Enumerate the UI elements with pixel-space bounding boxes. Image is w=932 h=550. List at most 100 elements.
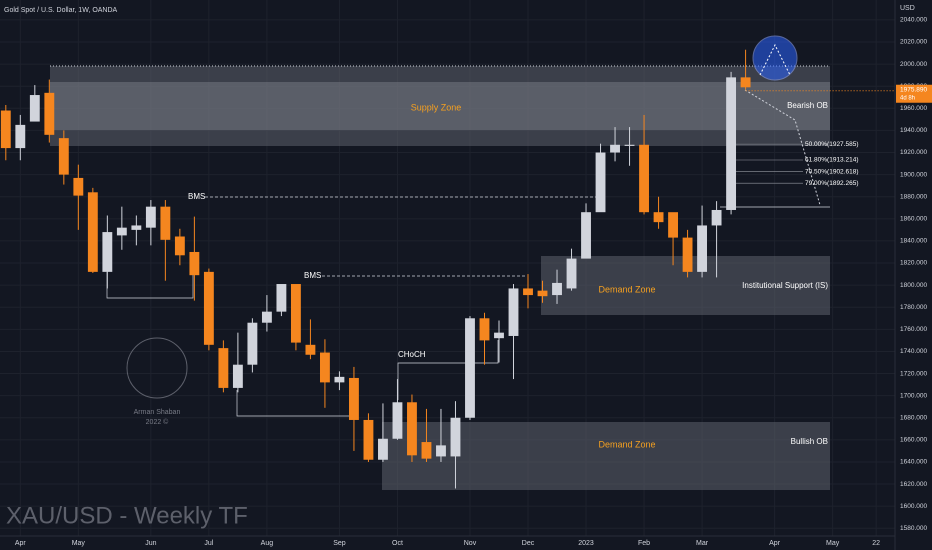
candle-body: [392, 402, 403, 439]
zone-label: Supply Zone: [411, 102, 462, 112]
candle-body: [102, 232, 113, 272]
candle-body: [29, 95, 40, 122]
y-tick-label: 1580.000: [900, 525, 927, 532]
candle-body: [0, 110, 11, 149]
y-tick-label: 1740.000: [900, 348, 927, 355]
candle-body: [726, 77, 737, 210]
candle-body: [58, 138, 69, 175]
author: Arman Shaban: [134, 409, 181, 416]
x-tick-label: Dec: [522, 540, 535, 547]
y-tick-label: 1760.000: [900, 326, 927, 333]
candle-body: [189, 251, 200, 276]
candle-body: [566, 258, 577, 289]
candle-body: [436, 445, 446, 457]
watermark: XAU/USD - Weekly TF: [6, 502, 248, 529]
target-circle: [752, 35, 798, 81]
candle-body: [740, 77, 751, 88]
y-tick-label: 1920.000: [900, 149, 927, 156]
y-tick-label: 2040.000: [900, 17, 927, 24]
candle-body: [349, 377, 359, 420]
candle-body: [421, 442, 432, 459]
y-tick-label: 1620.000: [900, 481, 927, 488]
candle-body: [319, 352, 330, 383]
y-tick-label: 1700.000: [900, 392, 927, 399]
annotation: BMS: [304, 271, 321, 280]
candle-body: [668, 212, 678, 238]
target-path: [759, 43, 791, 76]
candle-body: [537, 290, 548, 297]
y-tick-label: 1960.000: [900, 105, 927, 112]
x-tick-label: Feb: [638, 540, 650, 547]
y-tick-label: 1880.000: [900, 193, 927, 200]
x-tick-label: Aug: [261, 540, 274, 547]
x-tick-label: Apr: [15, 540, 27, 547]
zone-label: Demand Zone: [598, 284, 655, 294]
candle-body: [523, 288, 533, 296]
countdown-label: 4d 8h: [900, 95, 915, 101]
candle-body: [276, 284, 287, 312]
y-tick-label: 1800.000: [900, 282, 927, 289]
projection-arrow: [744, 89, 821, 206]
axis: 1580.000 1600.000 1620.000 1640.000 1660.000…: [15, 17, 928, 547]
bracket: [397, 340, 499, 400]
candle-body: [581, 212, 591, 259]
candle-body: [639, 144, 649, 213]
x-tick-label: May: [72, 540, 86, 547]
annotation: Institutional Support (IS): [742, 281, 828, 290]
candle-body: [494, 332, 504, 339]
y-axis-label: USD: [900, 5, 915, 12]
candle-body: [131, 225, 142, 230]
candle-body: [653, 212, 664, 223]
candle-body: [116, 227, 127, 236]
fib-label: 70.50%(1902.618): [805, 168, 859, 175]
candle-body: [174, 236, 185, 256]
candle-body: [508, 288, 519, 336]
y-tick-label: 2020.000: [900, 39, 927, 46]
x-tick-label: Oct: [392, 540, 403, 547]
fib-label: 61.80%(1913.214): [805, 157, 859, 164]
chart-title: Gold Spot / U.S. Dollar, 1W, OANDA: [4, 7, 118, 14]
supply-zone: [50, 66, 830, 146]
candle-body: [218, 348, 229, 388]
logo: [126, 337, 188, 399]
y-tick-label: 1900.000: [900, 171, 927, 178]
y-tick-label: 2000.000: [900, 61, 927, 68]
candle-body: [465, 318, 475, 418]
candle-body: [203, 271, 214, 345]
candle-body: [407, 402, 417, 456]
y-tick-label: 1640.000: [900, 459, 927, 466]
x-tick-label: Jun: [145, 540, 156, 547]
x-tick-label: Sep: [333, 540, 346, 547]
candle-body: [697, 225, 708, 272]
candle-body: [261, 311, 272, 323]
candle-body: [145, 206, 156, 228]
x-tick-label: Nov: [464, 540, 477, 547]
y-tick-label: 1860.000: [900, 216, 927, 223]
candle-body: [44, 92, 55, 135]
fib-label: 79.00%(1892.265): [805, 180, 859, 187]
candle-body: [87, 192, 98, 272]
x-tick-label: May: [826, 540, 840, 547]
candle-body: [160, 206, 171, 240]
y-tick-label: 1820.000: [900, 260, 927, 267]
candle-body: [595, 152, 606, 213]
candle-body: [305, 344, 316, 355]
candle-body: [247, 322, 258, 365]
candle-body: [479, 318, 490, 341]
annotation: Bullish OB: [791, 437, 828, 446]
author-year: 2022 ©: [146, 418, 170, 426]
x-tick-label: Mar: [696, 540, 709, 547]
candle-body: [450, 417, 461, 457]
candles: [0, 49, 751, 489]
candle-body: [15, 124, 26, 149]
x-tick-label: Jul: [204, 540, 213, 547]
candle-body: [232, 364, 243, 388]
x-tick-label: Apr: [769, 540, 781, 547]
y-tick-label: 1660.000: [900, 437, 927, 444]
zone-label: Demand Zone: [598, 439, 655, 449]
candle-body: [682, 237, 693, 272]
y-tick-label: 1840.000: [900, 238, 927, 245]
last-price-box: [896, 84, 932, 103]
y-tick-label: 1780.000: [900, 304, 927, 311]
